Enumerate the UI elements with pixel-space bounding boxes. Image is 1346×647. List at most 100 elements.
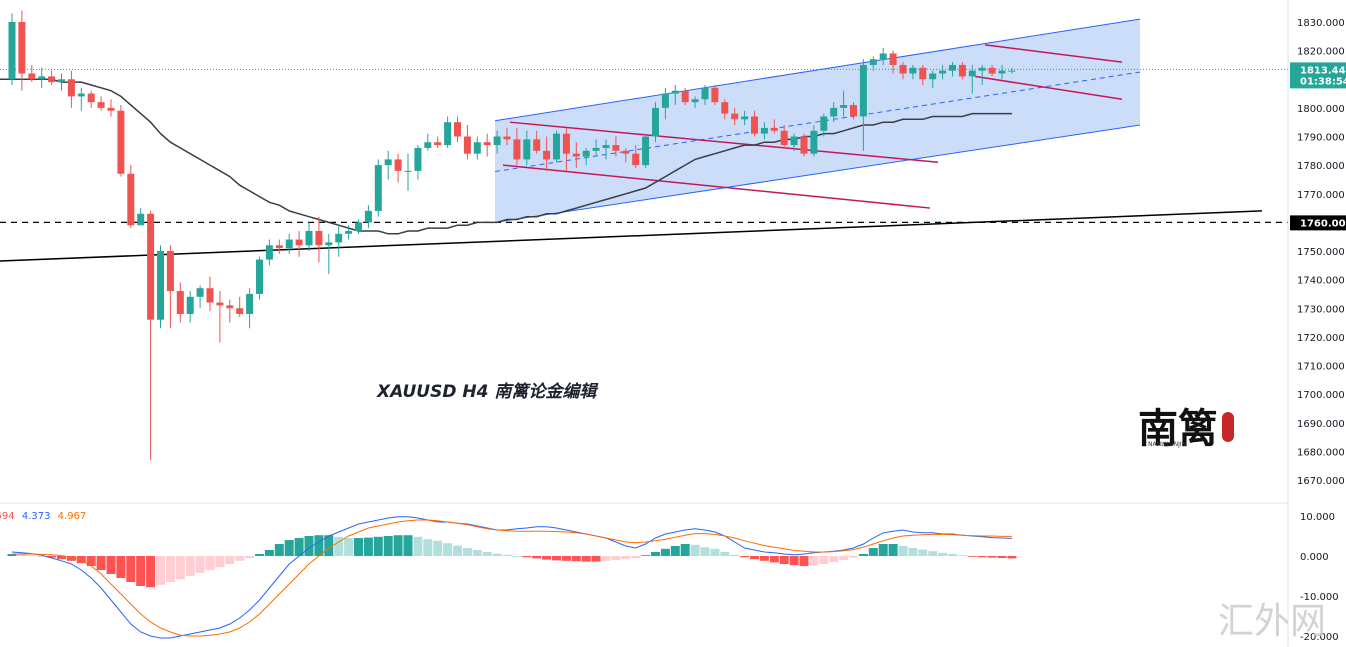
macd-histogram-bar — [66, 556, 76, 561]
logo-subtext: NANLILUNJIN — [1148, 441, 1186, 448]
candle-body — [562, 133, 570, 154]
candle-body — [632, 153, 640, 166]
candle-body — [434, 142, 442, 146]
key-level-value: 1760.000 — [1300, 218, 1346, 229]
last-price-tag: 1813.445 01:38:54 — [1290, 62, 1346, 89]
last-price-value: 1813.445 — [1300, 65, 1346, 76]
price-tick-label: 1750.000 — [1297, 247, 1345, 258]
macd-histogram-bar — [146, 556, 156, 588]
candle-body — [414, 147, 422, 171]
macd-histogram-bar — [453, 545, 462, 556]
macd-histogram-bar — [957, 555, 967, 556]
macd-histogram-bar — [542, 556, 552, 560]
candle-body — [503, 136, 511, 140]
macd-panel[interactable]: 2.594 4.373 4.967 — [0, 511, 1017, 639]
macd-histogram-bar — [868, 548, 878, 556]
candle-body — [958, 64, 966, 77]
candle-body — [196, 288, 204, 297]
macd-histogram-bar — [245, 556, 255, 558]
macd-histogram-bar — [829, 556, 839, 562]
macd-histogram-bar — [304, 536, 314, 556]
logo-seal — [1222, 412, 1234, 442]
candle-body — [968, 70, 976, 77]
moving-average-line[interactable] — [0, 78, 1012, 235]
candle-body — [810, 130, 818, 154]
price-tick-label: 1790.000 — [1297, 133, 1345, 144]
candle-body — [998, 70, 1006, 74]
candle-body — [513, 139, 521, 160]
macd-histogram-bar — [47, 556, 57, 558]
rising-channel-mid-line[interactable] — [494, 71, 1141, 173]
macd-histogram-bar — [106, 556, 116, 574]
macd-histogram-bar — [512, 556, 522, 557]
macd-histogram-bar — [205, 556, 215, 570]
candle-body — [780, 130, 788, 146]
candle-body — [246, 293, 254, 314]
macd-histogram-bar — [215, 556, 225, 568]
falling-channel-2-lower-line[interactable] — [974, 75, 1123, 101]
candle-body — [869, 59, 877, 65]
candle-body — [622, 150, 630, 154]
macd-histogram-bar — [670, 546, 680, 556]
candle-body — [147, 213, 155, 320]
candle-body — [929, 73, 937, 80]
macd-histogram-bar — [354, 538, 363, 556]
main-panel[interactable]: XAUUSD H4 南篱论金编辑 — [0, 10, 1288, 460]
candle-body — [770, 127, 778, 131]
candle-body — [157, 251, 164, 320]
candle-body — [137, 213, 145, 226]
candle-body — [731, 113, 739, 120]
macd-histogram-bar — [997, 556, 1007, 558]
macd-axis[interactable]: 10.000 0.000 -10.000 -20.000 — [1300, 512, 1339, 643]
rising-channel-fill[interactable] — [495, 19, 1140, 223]
macd-histogram-bar — [631, 556, 641, 558]
candle-body — [493, 136, 501, 146]
macd-hist-value: 2.594 — [0, 511, 15, 522]
macd-histogram-bar — [621, 556, 631, 560]
candle-body — [1008, 70, 1016, 72]
macd-histogram-bar — [878, 544, 888, 556]
macd-histogram-bar — [740, 556, 750, 558]
candle-body — [671, 90, 679, 94]
macd-histogram-bar — [561, 556, 571, 561]
macd-histogram-bar — [522, 556, 532, 558]
rising-channel-upper-line[interactable] — [494, 18, 1141, 122]
rising-channel-lower-line[interactable] — [494, 124, 1141, 223]
macd-histogram-bar — [759, 556, 769, 561]
macd-histogram-bar — [324, 535, 334, 556]
falling-channel-1-upper-line[interactable] — [509, 121, 939, 164]
price-tick-label: 1820.000 — [1297, 47, 1345, 58]
macd-tick-label: 0.000 — [1300, 552, 1329, 563]
candle-body — [107, 107, 115, 111]
macd-histogram-bar — [156, 556, 165, 585]
candle-body — [661, 93, 669, 108]
candle-body — [8, 22, 16, 80]
candle-body — [691, 99, 699, 103]
macd-signal-line[interactable] — [12, 519, 1012, 637]
support-trendline[interactable] — [0, 210, 1263, 262]
macd-histogram-bar — [571, 556, 581, 562]
macd-line[interactable] — [11, 516, 1012, 639]
macd-histogram-bar — [383, 536, 393, 556]
candle-body — [543, 150, 551, 160]
candle-body — [681, 90, 689, 103]
watermark: 汇外网 — [1218, 601, 1326, 642]
macd-tick-label: 10.000 — [1300, 512, 1335, 523]
price-axis[interactable]: 1830.0001820.0001810.0001800.0001790.000… — [1287, 0, 1345, 647]
falling-channel-2-upper-line[interactable] — [984, 44, 1123, 63]
candle-body — [374, 165, 382, 211]
macd-histogram-bar — [27, 555, 37, 556]
macd-histogram-bar — [849, 556, 858, 558]
candle-body — [87, 93, 95, 103]
candle-body — [820, 116, 828, 131]
candle-body — [830, 107, 838, 117]
macd-histogram-bar — [462, 548, 472, 556]
falling-channel-1-lower-line[interactable] — [502, 164, 931, 209]
candle-body — [760, 127, 768, 134]
macd-histogram-bar — [987, 556, 997, 558]
macd-histogram-bar — [710, 548, 720, 556]
logo-text: 南篱 — [1138, 405, 1218, 452]
macd-histogram-bar — [403, 535, 413, 556]
macd-histogram-bar — [274, 544, 284, 556]
